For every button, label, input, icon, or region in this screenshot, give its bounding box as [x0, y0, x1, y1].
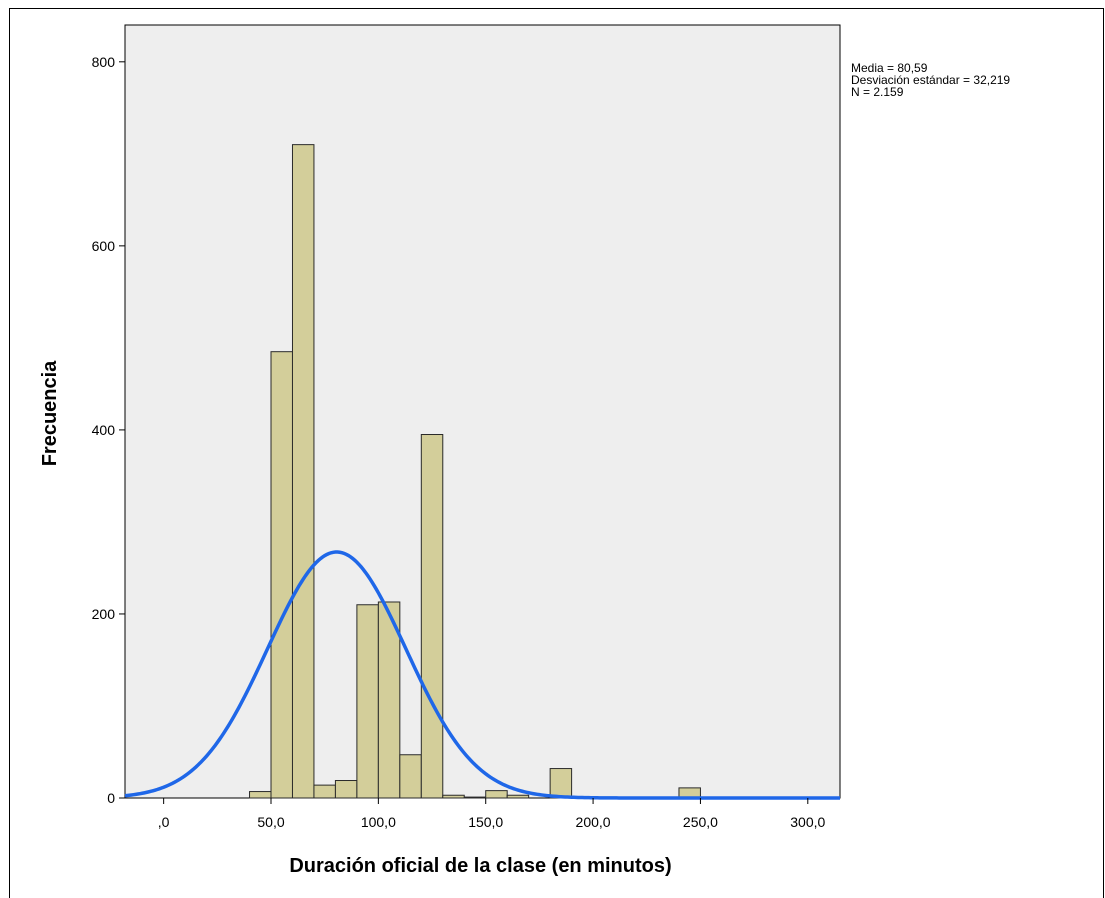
histogram-bar [356, 604, 379, 799]
n-label: N = 2.159 [851, 85, 904, 99]
histogram-bar [399, 754, 422, 799]
histogram-bar [334, 780, 358, 799]
x-tick-label: 300,0 [790, 814, 825, 830]
histogram-bar [442, 794, 465, 799]
histogram-bar [377, 601, 401, 799]
x-tick-label: 150,0 [468, 814, 503, 830]
y-axis: 0 200 400 600 800 [92, 54, 125, 806]
x-tick-label: 100,0 [361, 814, 396, 830]
y-tick-label: 600 [92, 238, 116, 254]
histogram-bar [506, 794, 530, 799]
x-axis-title: Duración oficial de la clase (en minutos… [289, 855, 671, 877]
chart-frame [9, 8, 1104, 898]
y-tick-label: 800 [92, 54, 116, 70]
y-tick-label: 200 [92, 606, 116, 622]
normal-curve [124, 550, 840, 800]
x-tick-label: ,0 [158, 814, 170, 830]
histogram-bar [485, 790, 508, 799]
x-tick-label: 200,0 [576, 814, 611, 830]
x-tick-label: 50,0 [257, 814, 284, 830]
histogram-bars [249, 144, 701, 799]
y-axis-title: Frecuencia [39, 360, 61, 466]
histogram-bar [313, 784, 336, 799]
histogram-bar [463, 796, 487, 799]
y-tick-label: 0 [107, 790, 115, 806]
histogram-bar [291, 144, 315, 799]
mean-label: Media = 80,59 [851, 61, 928, 75]
histogram-bar [249, 791, 272, 799]
x-axis: ,0 50,0 100,0 150,0 200,0 250,0 300,0 [158, 798, 826, 830]
plot-area [124, 24, 841, 799]
histogram-bar [549, 768, 573, 799]
histogram-bar [420, 434, 444, 799]
statistics-legend: Media = 80,59 Desviación estándar = 32,2… [851, 62, 1010, 98]
std-label: Desviación estándar = 32,219 [851, 73, 1011, 87]
histogram-bar [270, 351, 293, 799]
x-tick-label: 250,0 [683, 814, 718, 830]
y-tick-label: 400 [92, 422, 116, 438]
